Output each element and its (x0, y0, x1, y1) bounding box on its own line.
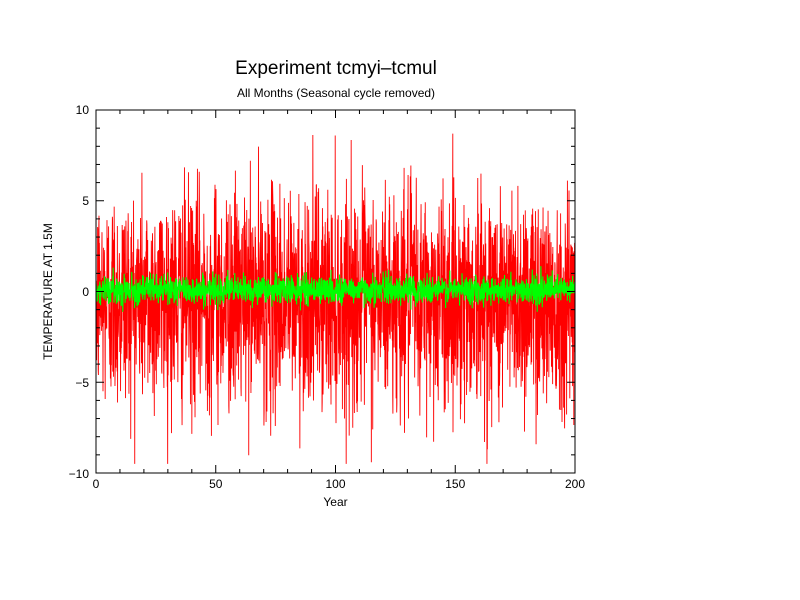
y-tick-label: 10 (76, 103, 90, 117)
y-axis-label: TEMPERATURE AT 1.5M (41, 223, 55, 360)
y-tick-label: 0 (82, 285, 89, 299)
x-axis-label: Year (323, 495, 347, 509)
series-line-red (96, 133, 575, 464)
y-tick-label: 5 (82, 194, 89, 208)
y-tick-label: −5 (75, 376, 89, 390)
x-tick-labels: 0 50 100 150 200 (93, 477, 586, 491)
y-tick-label: −10 (69, 467, 90, 481)
chart-subtitle: All Months (Seasonal cycle removed) (237, 86, 435, 100)
y-tick-labels: 10 5 0 −5 −10 (69, 103, 90, 481)
x-tick-label: 100 (325, 477, 345, 491)
chart-title: Experiment tcmyi–tcmul (235, 58, 437, 79)
series-line-green (96, 266, 575, 312)
series-layer (96, 133, 575, 464)
x-tick-label: 200 (565, 477, 585, 491)
axis-ticks (95, 109, 576, 474)
x-tick-label: 150 (445, 477, 465, 491)
x-tick-label: 50 (209, 477, 223, 491)
x-tick-label: 0 (93, 477, 100, 491)
